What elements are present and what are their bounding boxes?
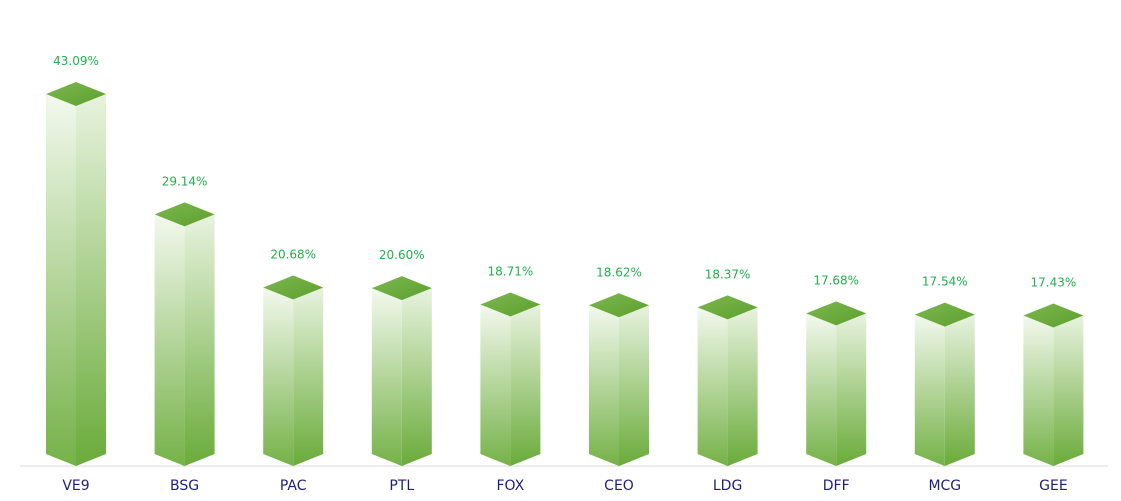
value-labels-group: 43.09% 29.14% 20.68% 20.60% 18.71% 18.62% 18.3…: [53, 54, 1076, 290]
bars-group: [46, 82, 1084, 466]
bar-face-right: [836, 313, 867, 466]
value-label-dff: 17.68%: [813, 273, 859, 287]
value-label-mcg: 17.54%: [922, 275, 968, 289]
bar-face-left: [589, 305, 619, 466]
bar-ptl: [371, 276, 432, 466]
category-label-pac: PAC: [280, 478, 307, 494]
bar-face-left: [1023, 315, 1054, 466]
bar-face-right: [76, 94, 106, 466]
value-label-fox: 18.71%: [488, 264, 534, 278]
value-label-pac: 20.68%: [270, 247, 316, 261]
category-label-ceo: CEO: [604, 478, 634, 494]
bar-top-face: [480, 292, 541, 317]
value-label-gee: 17.43%: [1031, 276, 1077, 290]
bar-dff: [806, 301, 867, 466]
bar-face-right: [401, 288, 432, 466]
bar-face-left: [806, 313, 837, 466]
bar-top-face: [46, 82, 106, 106]
bar-top-face: [914, 302, 975, 327]
bar-bsg: [154, 202, 215, 466]
category-label-ve9: VE9: [62, 478, 89, 494]
bar-ceo: [589, 293, 649, 466]
bar-face-left: [46, 94, 76, 466]
bar-face-right: [293, 287, 324, 466]
bar-face-right: [1053, 315, 1084, 466]
bar-face-right: [184, 214, 215, 466]
category-label-ptl: PTL: [389, 478, 414, 494]
value-label-ve9: 43.09%: [53, 54, 99, 68]
bar-face-left: [263, 287, 294, 466]
category-label-bsg: BSG: [170, 478, 199, 494]
bar-mcg: [914, 302, 975, 466]
category-label-gee: GEE: [1039, 478, 1068, 494]
bar-top-face: [371, 276, 432, 301]
bar-face-right: [510, 304, 541, 466]
bar-ldg: [697, 295, 758, 466]
category-label-mcg: MCG: [928, 478, 961, 494]
value-label-ldg: 18.37%: [705, 267, 751, 281]
bar-top-face: [806, 301, 867, 326]
bar-top-face: [263, 275, 324, 300]
value-label-bsg: 29.14%: [162, 174, 208, 188]
bar-face-right: [619, 305, 649, 466]
bar-gee: [1023, 303, 1084, 466]
bar-top-face: [697, 295, 758, 320]
bar-face-left: [697, 307, 728, 466]
bar-face-left: [914, 314, 945, 466]
bar-face-left: [154, 214, 185, 466]
bar-top-face: [154, 202, 215, 227]
bar-ve9: [46, 82, 106, 466]
value-label-ceo: 18.62%: [596, 265, 642, 279]
bar-face-right: [727, 307, 758, 466]
bar-pac: [263, 275, 324, 466]
bar-face-left: [480, 304, 511, 466]
value-label-ptl: 20.60%: [379, 248, 425, 262]
category-label-dff: DFF: [823, 478, 850, 494]
bar-face-right: [944, 314, 975, 466]
category-label-fox: FOX: [497, 478, 525, 494]
bar-fox: [480, 292, 541, 466]
category-labels-group: VE9 BSG PAC PTL FOX CEO LDG DFF MCG GEE: [62, 478, 1067, 494]
bar-top-face: [1023, 303, 1084, 328]
bar-face-left: [371, 288, 402, 466]
bar-top-face: [589, 293, 649, 318]
category-label-ldg: LDG: [713, 478, 742, 494]
